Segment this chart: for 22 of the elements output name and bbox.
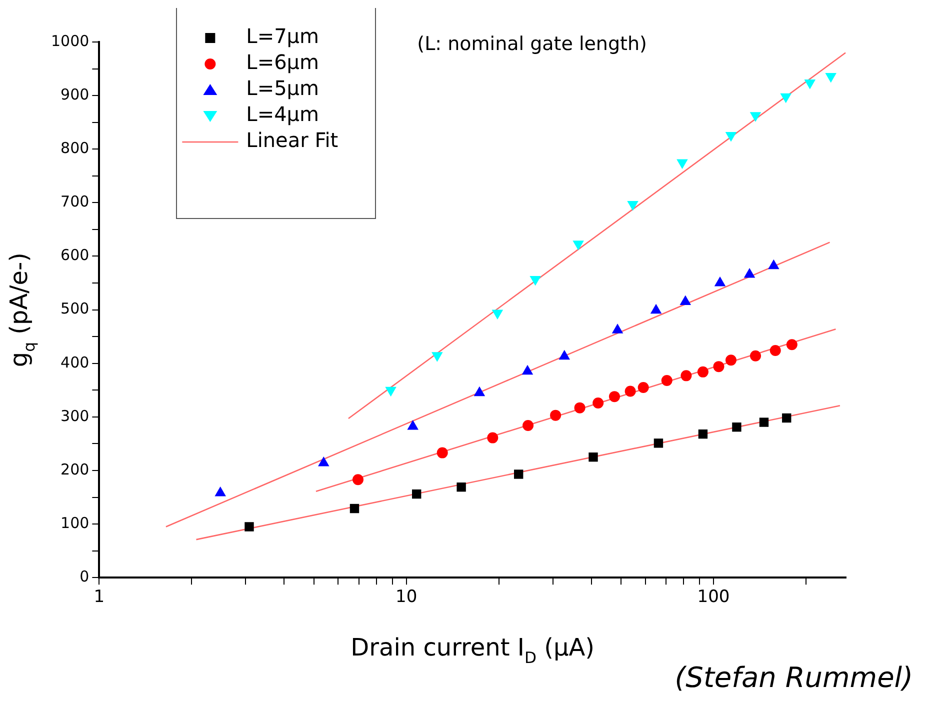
y-axis-title: gq (pA/e-) bbox=[5, 252, 38, 368]
legend-label: L=5µm bbox=[246, 76, 320, 100]
text: (Stefan Rummel) bbox=[674, 661, 913, 694]
y-tick-label: 200 bbox=[60, 460, 90, 478]
y-tick-label: 400 bbox=[60, 353, 90, 372]
x-tick-label: 100 bbox=[697, 587, 730, 608]
y-tick-label: 700 bbox=[60, 192, 90, 211]
y-tick-label: 500 bbox=[60, 300, 90, 318]
y-tick-label: 1000 bbox=[50, 32, 90, 50]
y-tick-label: 600 bbox=[60, 246, 90, 264]
y-tick-label: 100 bbox=[60, 514, 90, 532]
y-tick-label: 800 bbox=[60, 139, 90, 158]
x-tick-label: 1 bbox=[94, 587, 105, 608]
y-tick-label: 900 bbox=[60, 85, 90, 104]
legend-label: L=4µm bbox=[246, 102, 320, 126]
legend-label: L=7µm bbox=[246, 24, 320, 48]
x-tick-label: 10 bbox=[396, 587, 418, 608]
annotation: (L: nominal gate length) bbox=[417, 33, 647, 55]
y-tick-label: 0 bbox=[80, 567, 90, 586]
y-tick-label: 300 bbox=[60, 406, 90, 425]
legend-label: L=6µm bbox=[246, 50, 320, 74]
legend-label: Linear Fit bbox=[246, 128, 338, 152]
